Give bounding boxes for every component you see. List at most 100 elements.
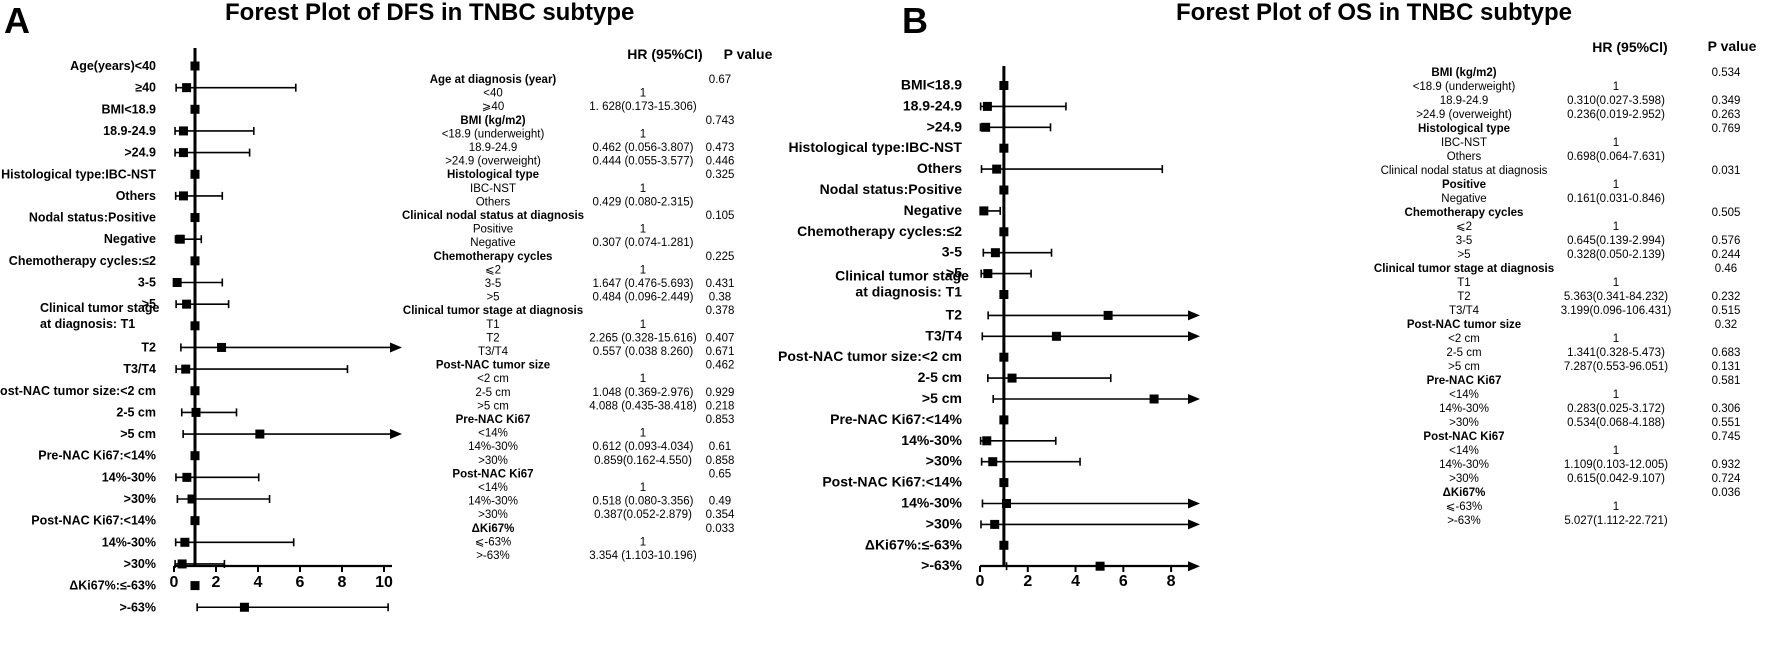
row-label: Negative bbox=[104, 232, 156, 246]
table-row-name: ⩽-63% bbox=[1446, 501, 1482, 513]
table-p-value: 0.105 bbox=[706, 210, 735, 222]
row-label: Clinical tumor stage bbox=[40, 301, 160, 315]
table-p-value: 0.131 bbox=[1712, 361, 1741, 373]
x-tick-label: 0 bbox=[170, 574, 179, 591]
table-p-value: 0.232 bbox=[1712, 291, 1741, 303]
table-row-name: <14% bbox=[478, 482, 508, 494]
hr-marker bbox=[175, 234, 185, 244]
table-hr-value: 1 bbox=[640, 373, 646, 385]
row-label: >-63% bbox=[120, 600, 156, 614]
ci-arrow bbox=[390, 342, 402, 353]
table-p-value: 0.38 bbox=[709, 292, 731, 304]
table-p-value: 0.462 bbox=[706, 360, 735, 372]
panel-a-hr-header: HR (95%CI) bbox=[627, 46, 702, 62]
table-hr-value: 1 bbox=[1613, 137, 1619, 149]
panel-b-title: Forest Plot of OS in TNBC subtype bbox=[1176, 0, 1572, 26]
table-row-name: <40 bbox=[483, 88, 503, 100]
panel-a-letter: A bbox=[4, 0, 30, 41]
table-p-value: 0.65 bbox=[709, 468, 731, 480]
hr-marker bbox=[999, 415, 1009, 425]
table-row-name: 14%-30% bbox=[468, 496, 518, 508]
table-hr-value: 4.088 (0.435-38.418) bbox=[589, 400, 697, 412]
table-row-name: >5 cm bbox=[477, 400, 509, 412]
x-tick-label: 4 bbox=[254, 574, 263, 591]
row-label: ΔKi67%:≤-63% bbox=[69, 579, 156, 593]
table-hr-value: 1. 628(0.173-15.306) bbox=[589, 101, 697, 113]
table-p-value: 0.263 bbox=[1712, 109, 1741, 121]
table-p-value: 0.745 bbox=[1712, 431, 1741, 443]
table-row-name: T3/T4 bbox=[1449, 305, 1480, 317]
table-row-name: <2 cm bbox=[1448, 333, 1480, 345]
row-label: at diagnosis: T1 bbox=[855, 284, 962, 300]
hr-marker bbox=[999, 81, 1009, 90]
x-tick-label: 8 bbox=[1167, 573, 1176, 590]
hr-marker bbox=[217, 342, 227, 352]
hr-marker bbox=[1001, 499, 1011, 508]
row-label: 2-5 cm bbox=[116, 405, 156, 419]
hr-marker bbox=[255, 429, 265, 439]
hr-marker bbox=[999, 227, 1009, 237]
table-p-value: 0.306 bbox=[1712, 403, 1741, 415]
table-p-value: 0.769 bbox=[1712, 123, 1741, 135]
table-p-value: 0.46 bbox=[1715, 263, 1737, 275]
row-label: 2-5 cm bbox=[918, 369, 962, 385]
table-hr-value: 0.328(0.050-2.139) bbox=[1567, 249, 1665, 261]
table-p-value: 0.932 bbox=[1712, 459, 1741, 471]
row-label: 14%-30% bbox=[102, 535, 156, 549]
hr-marker bbox=[182, 83, 192, 93]
panel-a-title: Forest Plot of DFS in TNBC subtype bbox=[225, 0, 634, 26]
ci-arrow bbox=[1188, 561, 1200, 572]
hr-marker bbox=[999, 143, 1009, 153]
table-hr-value: 1.341(0.328-5.473) bbox=[1567, 347, 1665, 359]
hr-marker bbox=[178, 126, 188, 136]
table-group-header: Chemotherapy cycles bbox=[1405, 207, 1524, 219]
table-row-name: ⩽2 bbox=[485, 264, 501, 276]
hr-marker bbox=[190, 256, 200, 266]
hr-marker bbox=[190, 104, 200, 114]
table-p-value: 0.32 bbox=[1715, 319, 1737, 331]
table-hr-value: 1.109(0.103-12.005) bbox=[1564, 459, 1668, 471]
table-row-name: >5 bbox=[486, 292, 499, 304]
hr-marker bbox=[982, 436, 992, 446]
row-label: 18.9-24.9 bbox=[903, 97, 962, 113]
table-group-header: Histological type bbox=[447, 169, 539, 181]
row-label: >30% bbox=[124, 557, 156, 571]
table-p-value: 0.576 bbox=[1712, 235, 1741, 247]
table-p-value: 0.551 bbox=[1712, 417, 1741, 429]
table-p-value: 0.446 bbox=[706, 156, 735, 168]
table-hr-value: 0.236(0.019-2.952) bbox=[1567, 109, 1665, 121]
table-p-value: 0.378 bbox=[706, 305, 735, 317]
table-row-name: ⩾40 bbox=[482, 101, 504, 113]
table-row-name: T3/T4 bbox=[478, 346, 509, 358]
table-row-name: ⩽2 bbox=[1456, 221, 1472, 233]
table-hr-value: 0.484 (0.096-2.449) bbox=[592, 292, 693, 304]
hr-marker bbox=[181, 364, 191, 374]
table-group-header: Post-NAC Ki67 bbox=[452, 468, 533, 480]
table-group-header: Post-NAC tumor size bbox=[1407, 319, 1521, 331]
table-hr-value: 1 bbox=[640, 428, 646, 440]
hr-marker bbox=[180, 537, 190, 547]
table-row-name: 2-5 cm bbox=[475, 387, 510, 399]
table-group-header: Clinical nodal status at diagnosis bbox=[402, 210, 584, 222]
table-p-value: 0.407 bbox=[706, 332, 735, 344]
row-label: Negative bbox=[904, 202, 963, 218]
ci-arrow bbox=[1188, 498, 1200, 509]
table-row-name: IBC-NST bbox=[1441, 137, 1487, 149]
table-group-header: Pre-NAC Ki67 bbox=[1427, 375, 1502, 387]
table-group-header: Clinical tumor stage at diagnosis bbox=[1374, 263, 1554, 275]
table-row-name: Others bbox=[476, 196, 511, 208]
row-label: 14%-30% bbox=[901, 495, 962, 511]
table-p-value: 0.743 bbox=[706, 115, 735, 127]
table-hr-value: 5.363(0.341-84.232) bbox=[1564, 291, 1668, 303]
table-hr-value: 0.444 (0.055-3.577) bbox=[592, 156, 693, 168]
row-label: Pre-NAC Ki67:<14% bbox=[830, 411, 962, 427]
table-row-name: >30% bbox=[1449, 473, 1479, 485]
table-p-value: 0.929 bbox=[706, 387, 735, 399]
row-label: Chemotherapy cycles:≤2 bbox=[797, 223, 962, 239]
table-hr-value: 7.287(0.553-96.051) bbox=[1564, 361, 1668, 373]
table-hr-value: 0.429 (0.080-2.315) bbox=[592, 196, 693, 208]
x-tick-label: 6 bbox=[296, 574, 305, 591]
row-label: at diagnosis: T1 bbox=[40, 317, 135, 331]
table-row-name: <18.9 (underweight) bbox=[1413, 81, 1516, 93]
